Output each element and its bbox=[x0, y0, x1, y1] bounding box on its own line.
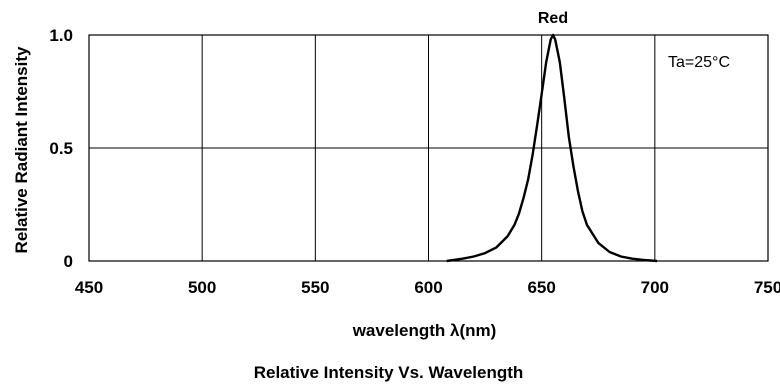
x-tick-label: 600 bbox=[414, 278, 442, 297]
y-axis-label: Relative Radiant Intensity bbox=[12, 46, 31, 253]
series-label-red: Red bbox=[538, 10, 568, 27]
x-tick-label: 500 bbox=[188, 278, 216, 297]
x-tick-label: 550 bbox=[301, 278, 329, 297]
x-tick-label: 450 bbox=[75, 278, 103, 297]
x-tick-label: 700 bbox=[641, 278, 669, 297]
series-line-red bbox=[446, 33, 658, 263]
series-layer bbox=[446, 33, 658, 263]
grid-lines bbox=[89, 35, 768, 261]
y-tick-label: 0 bbox=[64, 252, 73, 271]
temperature-annotation: Ta=25°C bbox=[668, 54, 730, 71]
plot-frame bbox=[88, 34, 769, 262]
tick-labels: 450 500 550 600 650 700 750 0 0.5 1.0 bbox=[49, 26, 780, 297]
x-tick-label: 750 bbox=[754, 278, 780, 297]
x-axis-label: wavelength λ(nm) bbox=[352, 321, 497, 340]
x-tick-label: 650 bbox=[527, 278, 555, 297]
y-tick-label: 1.0 bbox=[49, 26, 73, 45]
chart-title: Relative Intensity Vs. Wavelength bbox=[254, 363, 524, 382]
y-tick-label: 0.5 bbox=[49, 139, 73, 158]
